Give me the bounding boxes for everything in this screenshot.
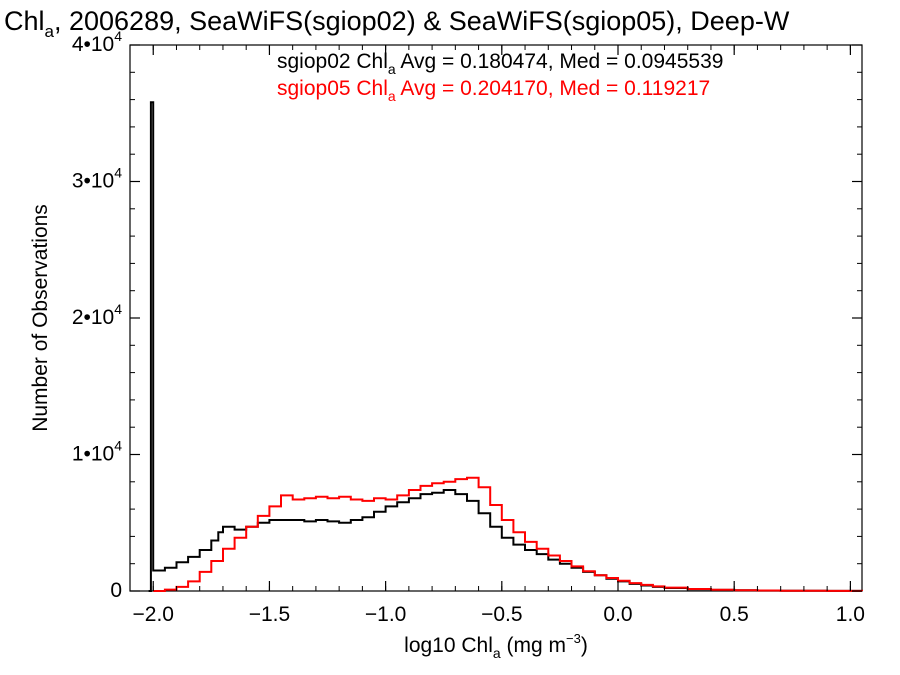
y-tick-label-exponent: 4 (114, 165, 122, 181)
y-tick-label: 3•104 (72, 165, 122, 193)
series-sgiop05-line (153, 476, 863, 592)
y-tick-label-base: 0 (110, 579, 122, 602)
x-axis-label-unit: (mg m (501, 634, 566, 657)
legend-entry-sgiop02: sgiop02 Chla Avg = 0.180474, Med = 0.094… (277, 50, 723, 77)
legend-entry-sgiop05: sgiop05 Chla Avg = 0.204170, Med = 0.119… (277, 77, 710, 104)
x-tick-label: −2.0 (133, 603, 174, 626)
legend-text-post: Avg = 0.180474, Med = 0.0945539 (396, 50, 724, 73)
x-tick-label: −1.5 (249, 603, 290, 626)
y-tick-label-base: 1•10 (72, 443, 114, 466)
chart-title: Chla, 2006289, SeaWiFS(sgiop02) & SeaWiF… (4, 6, 790, 41)
title-subscript: a (45, 22, 55, 41)
x-axis-label-close: ) (581, 634, 588, 657)
x-axis-label-main: log10 Chl (404, 634, 493, 657)
title-text-rest: , 2006289, SeaWiFS(sgiop02) & SeaWiFS(sg… (54, 6, 790, 36)
series-sgiop02-line (148, 101, 863, 592)
y-tick-label-base: 4•10 (72, 33, 114, 56)
x-tick-label: −1.0 (365, 603, 406, 626)
y-tick-label-base: 3•10 (72, 170, 114, 193)
y-tick-label-exponent: 4 (114, 28, 122, 44)
y-tick-label: 4•104 (72, 28, 122, 56)
plot-frame (129, 44, 863, 592)
y-tick-label-base: 2•10 (72, 306, 114, 329)
y-tick-label-exponent: 4 (114, 301, 122, 317)
x-axis-label-subscript: a (493, 645, 501, 661)
x-tick-label: 0.0 (603, 603, 632, 626)
title-text-main: Chl (4, 6, 45, 36)
legend-text-post: Avg = 0.204170, Med = 0.119217 (396, 77, 711, 100)
y-axis-label: Number of Observations (29, 204, 52, 432)
legend-subscript: a (388, 61, 396, 77)
x-axis-label-superscript: −3 (566, 631, 581, 646)
x-tick-label: 1.0 (836, 603, 865, 626)
chart-title-group: Chla, 2006289, SeaWiFS(sgiop02) & SeaWiF… (4, 6, 790, 41)
y-tick-label: 2•104 (72, 301, 122, 329)
x-tick-label: −0.5 (481, 603, 522, 626)
axis-labels: log10 Chla (mg m−3) Number of Observation… (29, 204, 588, 661)
y-tick-label-exponent: 4 (114, 438, 122, 454)
x-axis-label: log10 Chla (mg m−3) (404, 631, 588, 661)
x-tick-label: 0.5 (720, 603, 749, 626)
series-group (148, 101, 863, 592)
plot-frame-rect (129, 44, 863, 592)
legend-text-pre: sgiop05 Chl (277, 77, 388, 100)
legend: sgiop02 Chla Avg = 0.180474, Med = 0.094… (277, 50, 723, 104)
y-tick-label: 0 (110, 579, 122, 602)
y-tick-label: 1•104 (72, 438, 122, 466)
legend-text-pre: sgiop02 Chl (277, 50, 388, 73)
tick-group: −2.0 −1.5 −1.0 −0.5 0.0 0.5 1.001•1042•1043•10… (72, 28, 865, 626)
legend-subscript: a (388, 88, 396, 104)
